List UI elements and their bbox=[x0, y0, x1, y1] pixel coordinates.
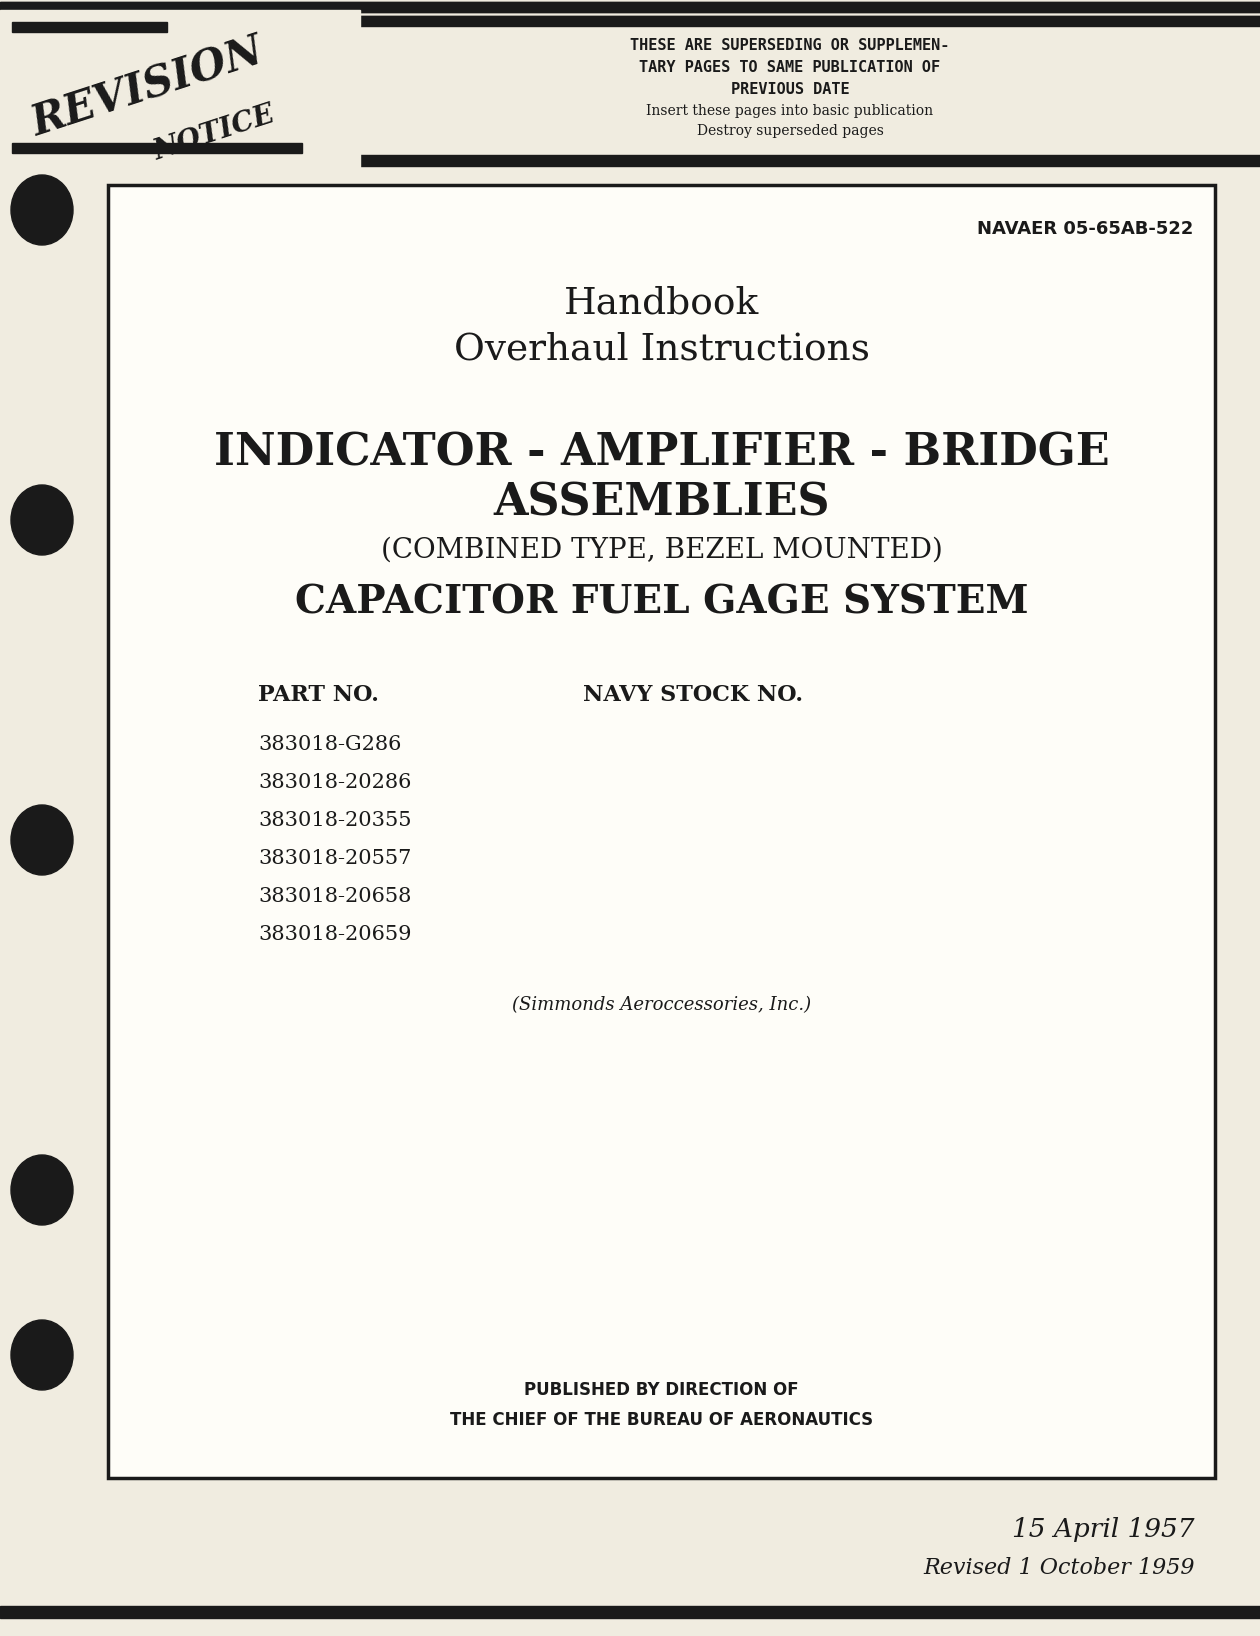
Ellipse shape bbox=[11, 1320, 73, 1391]
Text: Destroy superseded pages: Destroy superseded pages bbox=[697, 124, 883, 137]
Text: THESE ARE SUPERSEDING OR SUPPLEMEN-: THESE ARE SUPERSEDING OR SUPPLEMEN- bbox=[630, 38, 950, 52]
Bar bbox=[13, 21, 168, 33]
Bar bbox=[0, 0, 1260, 175]
Bar bbox=[0, 155, 1260, 165]
Text: CAPACITOR FUEL GAGE SYSTEM: CAPACITOR FUEL GAGE SYSTEM bbox=[295, 584, 1028, 622]
Text: 383018-20557: 383018-20557 bbox=[258, 849, 411, 869]
Text: PUBLISHED BY DIRECTION OF: PUBLISHED BY DIRECTION OF bbox=[524, 1381, 799, 1399]
Bar bbox=[0, 16, 1260, 25]
Text: Handbook: Handbook bbox=[564, 285, 759, 321]
Bar bbox=[0, 1607, 1260, 1618]
Text: 383018-G286: 383018-G286 bbox=[258, 736, 402, 754]
Text: 15 April 1957: 15 April 1957 bbox=[1013, 1518, 1194, 1543]
Text: 383018-20659: 383018-20659 bbox=[258, 926, 412, 944]
Text: TARY PAGES TO SAME PUBLICATION OF: TARY PAGES TO SAME PUBLICATION OF bbox=[639, 59, 940, 75]
Text: Overhaul Instructions: Overhaul Instructions bbox=[454, 332, 869, 368]
Bar bbox=[0, 2, 1260, 11]
Ellipse shape bbox=[11, 484, 73, 555]
Text: NAVY STOCK NO.: NAVY STOCK NO. bbox=[583, 684, 803, 707]
Text: (COMBINED TYPE, BEZEL MOUNTED): (COMBINED TYPE, BEZEL MOUNTED) bbox=[381, 537, 942, 563]
Text: 383018-20355: 383018-20355 bbox=[258, 811, 412, 831]
Polygon shape bbox=[231, 16, 360, 154]
Bar bbox=[108, 185, 1215, 1477]
Text: PREVIOUS DATE: PREVIOUS DATE bbox=[731, 82, 849, 97]
Bar bbox=[0, 16, 1260, 26]
Text: INDICATOR - AMPLIFIER - BRIDGE: INDICATOR - AMPLIFIER - BRIDGE bbox=[214, 432, 1109, 474]
Bar bbox=[13, 142, 302, 154]
Text: NAVAER 05-65AB-522: NAVAER 05-65AB-522 bbox=[976, 219, 1193, 237]
Bar bbox=[0, 2, 1260, 11]
Text: (Simmonds Aeroccessories, Inc.): (Simmonds Aeroccessories, Inc.) bbox=[512, 996, 811, 1014]
Text: 383018-20658: 383018-20658 bbox=[258, 887, 411, 906]
Ellipse shape bbox=[11, 805, 73, 875]
Text: Revised 1 October 1959: Revised 1 October 1959 bbox=[924, 1557, 1194, 1579]
Bar bbox=[0, 10, 360, 169]
Text: PART NO.: PART NO. bbox=[258, 684, 379, 707]
Text: NOTICE: NOTICE bbox=[151, 101, 280, 165]
Text: Insert these pages into basic publication: Insert these pages into basic publicatio… bbox=[646, 105, 934, 118]
Text: ASSEMBLIES: ASSEMBLIES bbox=[493, 481, 830, 525]
Text: THE CHIEF OF THE BUREAU OF AERONAUTICS: THE CHIEF OF THE BUREAU OF AERONAUTICS bbox=[450, 1410, 873, 1428]
Text: REVISION: REVISION bbox=[26, 31, 270, 146]
Ellipse shape bbox=[11, 1155, 73, 1225]
Text: 383018-20286: 383018-20286 bbox=[258, 774, 411, 792]
Ellipse shape bbox=[11, 175, 73, 245]
